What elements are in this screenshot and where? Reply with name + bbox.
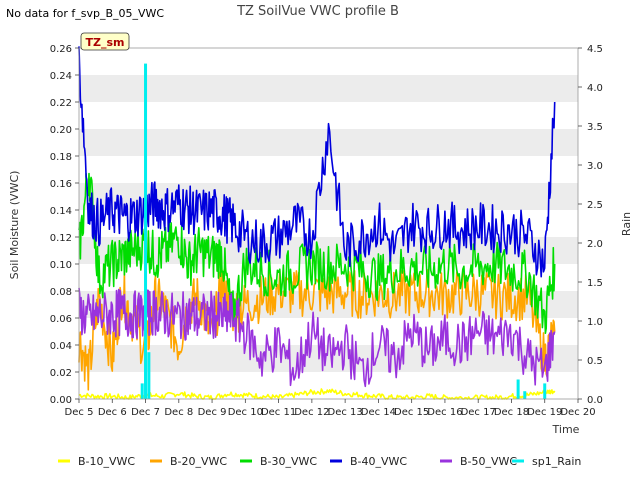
y-tick-label: 0.12 [50, 233, 72, 244]
grid-band [79, 345, 578, 372]
legend-label: B-40_VWC [350, 455, 407, 468]
x-tick-label: Dec 6 [98, 407, 127, 418]
legend-item-B-50_VWC: B-50_VWC [440, 455, 517, 468]
site-badge: TZ_sm [80, 32, 130, 51]
grid-band [79, 75, 578, 102]
series-line-B-20_VWC [78, 268, 556, 391]
x-tick-label: Dec 17 [461, 407, 496, 418]
y-tick-label: 0.10 [50, 260, 72, 271]
legend-item-B-40_VWC: B-40_VWC [330, 455, 407, 468]
y-tick-label: 0.26 [50, 44, 72, 55]
y-tick-label: 0.16 [50, 179, 72, 190]
y-tick-label: 0.04 [50, 341, 72, 352]
y2-tick-label: 4.0 [587, 83, 603, 94]
y-tick-label: 0.14 [50, 206, 72, 217]
legend-item-B-10_VWC: B-10_VWC [58, 455, 135, 468]
y-axis-right: 0.0 0.5 1.0 1.5 2.0 2.5 3.0 3.5 4.0 4.5 [578, 44, 603, 406]
series-line-B-10_VWC [78, 388, 556, 400]
y2-tick-label: 0.5 [587, 356, 603, 367]
no-data-note: No data for f_svp_B_05_VWC [6, 7, 165, 20]
y-tick-label: 0.18 [50, 152, 72, 163]
x-axis-label: Time [552, 423, 580, 436]
legend-item-B-20_VWC: B-20_VWC [150, 455, 227, 468]
y2-tick-label: 3.5 [587, 122, 603, 133]
y2-tick-label: 1.0 [587, 317, 603, 328]
legend-item-B-30_VWC: B-30_VWC [240, 455, 317, 468]
y2-tick-label: 2.0 [587, 239, 603, 250]
x-tick-label: Dec 20 [560, 407, 595, 418]
y2-tick-label: 0.0 [587, 395, 603, 406]
legend-item-sp1_Rain: sp1_Rain [512, 455, 581, 468]
x-tick-label: Dec 11 [261, 407, 296, 418]
y-tick-label: 0.20 [50, 125, 72, 136]
legend: B-10_VWC B-20_VWC B-30_VWC B-40_VWC B-50_VWC… [58, 455, 581, 468]
legend-label: B-30_VWC [260, 455, 317, 468]
plot-area [78, 46, 579, 400]
y2-tick-label: 3.0 [587, 161, 603, 172]
rain-bar [523, 391, 527, 399]
x-tick-label: Dec 14 [361, 407, 396, 418]
x-tick-label: Dec 8 [164, 407, 193, 418]
x-tick-label: Dec 7 [131, 407, 160, 418]
x-tick-label: Dec 16 [427, 407, 462, 418]
chart-title: TZ SoilVue VWC profile B [236, 4, 399, 19]
series-line-B-30_VWC [78, 172, 556, 334]
y-axis-label: Soil Moisture (VWC) [8, 171, 21, 280]
x-tick-label: Dec 10 [228, 407, 263, 418]
site-badge-label: TZ_sm [86, 36, 125, 49]
legend-label: B-50_VWC [460, 455, 517, 468]
series-line-B-50_VWC [78, 287, 556, 388]
plot-frame [78, 47, 579, 400]
legend-label: B-20_VWC [170, 455, 227, 468]
y-axis-left: 0.00 0.02 0.04 0.06 0.08 0.10 0.12 0.14 0.16 0.18… [50, 44, 79, 406]
y-tick-label: 0.06 [50, 314, 72, 325]
x-tick-label: Dec 19 [527, 407, 562, 418]
y2-axis-label: Rain [620, 212, 633, 236]
rain-bar [516, 379, 520, 399]
y-tick-label: 0.24 [50, 71, 72, 82]
x-tick-label: Dec 18 [494, 407, 529, 418]
x-tick-label: Dec 5 [65, 407, 94, 418]
y2-tick-label: 2.5 [587, 200, 603, 211]
legend-label: B-10_VWC [78, 455, 135, 468]
y-tick-label: 0.02 [50, 368, 72, 379]
rain-bar [543, 383, 547, 399]
rain-bar [140, 383, 144, 399]
rain-bar [144, 63, 148, 399]
rain-bar [147, 352, 151, 399]
x-tick-label: Dec 12 [294, 407, 329, 418]
x-tick-label: Dec 15 [394, 407, 429, 418]
series-line-B-40_VWC [78, 46, 556, 278]
y2-tick-label: 1.5 [587, 278, 603, 289]
legend-label: sp1_Rain [532, 455, 581, 468]
y-tick-label: 0.22 [50, 98, 72, 109]
x-tick-label: Dec 13 [328, 407, 363, 418]
x-tick-label: Dec 9 [198, 407, 227, 418]
y-tick-label: 0.00 [50, 395, 72, 406]
y-tick-label: 0.08 [50, 287, 72, 298]
y2-tick-label: 4.5 [587, 44, 603, 55]
